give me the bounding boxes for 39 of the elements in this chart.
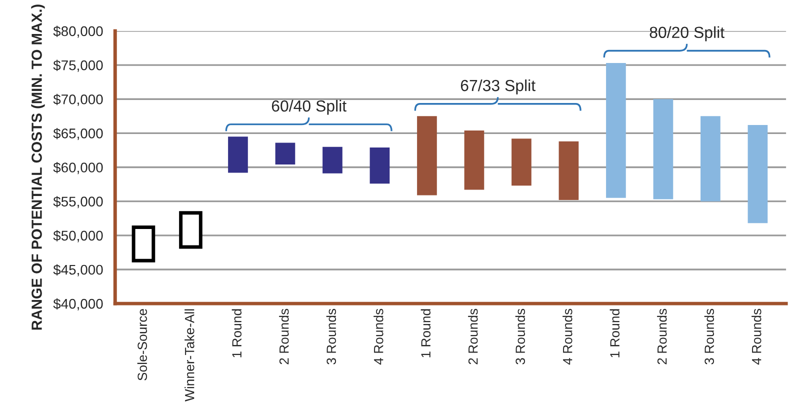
x-tick-label: 3 Rounds bbox=[326, 308, 336, 364]
bar bbox=[275, 142, 296, 165]
y-tick-label: $50,000 bbox=[53, 230, 103, 242]
y-axis-title: RANGE OF POTENTIAL COSTS (MIN. TO MAX.) bbox=[31, 4, 45, 330]
bar bbox=[464, 130, 484, 190]
x-tick-label: 4 Rounds bbox=[374, 308, 384, 365]
y-tick-label: $45,000 bbox=[53, 264, 103, 276]
bar bbox=[653, 99, 674, 200]
y-tick-label: $60,000 bbox=[53, 162, 103, 174]
y-tick-label: $65,000 bbox=[53, 128, 103, 140]
bar bbox=[417, 116, 437, 196]
bar bbox=[558, 141, 579, 200]
x-tick-label: Sole-Source bbox=[137, 309, 148, 380]
bar bbox=[606, 63, 626, 198]
x-tick-label: 2 Rounds bbox=[279, 308, 289, 364]
y-tick-label: $75,000 bbox=[53, 60, 103, 72]
x-tick-label: 1 Round bbox=[610, 309, 620, 358]
x-tick-label: 4 Rounds bbox=[752, 308, 762, 365]
x-tick-label: 2 Rounds bbox=[657, 308, 667, 364]
bar bbox=[512, 138, 532, 186]
y-tick-label: $55,000 bbox=[53, 196, 103, 208]
bar bbox=[700, 116, 720, 202]
annotation: 67/33 Split bbox=[460, 79, 536, 94]
y-tick-label: $80,000 bbox=[53, 26, 103, 38]
x-tick-label: Winner-Take-All bbox=[184, 309, 194, 402]
x-tick-label: 4 Rounds bbox=[562, 308, 572, 365]
bar bbox=[370, 148, 390, 184]
x-tick-label: 3 Rounds bbox=[704, 308, 714, 364]
bar bbox=[748, 125, 768, 224]
x-tick-label: 1 Round bbox=[232, 309, 242, 358]
bar bbox=[322, 146, 342, 174]
annotation: 60/40 Split bbox=[272, 100, 346, 115]
x-tick-label: 1 Round bbox=[420, 309, 431, 358]
bar bbox=[228, 136, 248, 173]
x-tick-label: 2 Rounds bbox=[468, 308, 478, 364]
x-tick-label: 3 Rounds bbox=[515, 308, 526, 364]
y-tick-label: $70,000 bbox=[53, 94, 103, 106]
y-tick-label: $40,000 bbox=[53, 298, 103, 310]
annotation: 80/20 Split bbox=[650, 26, 724, 42]
